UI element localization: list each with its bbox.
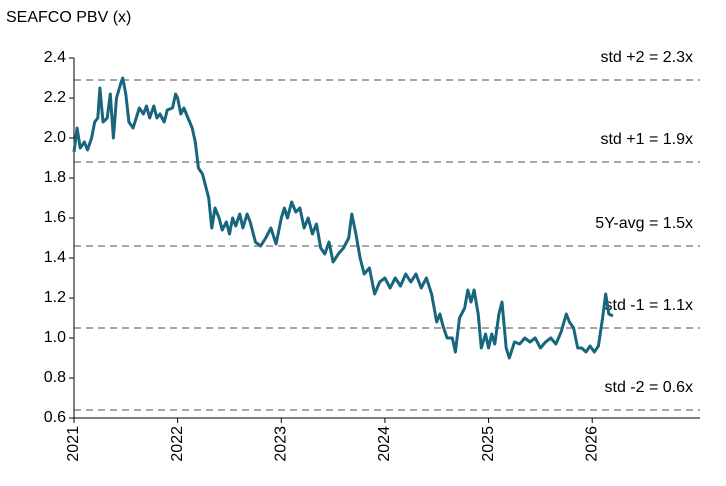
reference-label: std +1 = 1.9x	[600, 131, 693, 148]
y-tick-label: 1.8	[44, 169, 66, 186]
reference-label: std +2 = 2.3x	[600, 49, 693, 66]
x-tick-label: 2023	[273, 426, 290, 462]
x-tick-label: 2025	[480, 426, 497, 462]
reference-label: 5Y-avg = 1.5x	[595, 215, 693, 232]
chart-title: SEAFCO PBV (x)	[6, 9, 131, 26]
y-tick-label: 1.2	[44, 289, 66, 306]
y-tick-label: 2.0	[44, 129, 66, 146]
y-tick-label: 0.8	[44, 369, 66, 386]
x-tick-label: 2021	[65, 426, 82, 462]
y-tick-label: 1.6	[44, 209, 66, 226]
y-tick-label: 2.2	[44, 89, 66, 106]
y-tick-label: 0.6	[44, 409, 66, 426]
x-tick-label: 2024	[376, 426, 393, 462]
y-tick-label: 1.0	[44, 329, 66, 346]
y-tick-label: 1.4	[44, 249, 66, 266]
reference-label: std -1 = 1.1x	[605, 297, 694, 314]
reference-label: std -2 = 0.6x	[605, 379, 694, 396]
series-line	[72, 76, 614, 360]
x-tick-label: 2026	[583, 426, 600, 462]
x-tick-label: 2022	[169, 426, 186, 462]
y-tick-label: 2.4	[44, 49, 66, 66]
